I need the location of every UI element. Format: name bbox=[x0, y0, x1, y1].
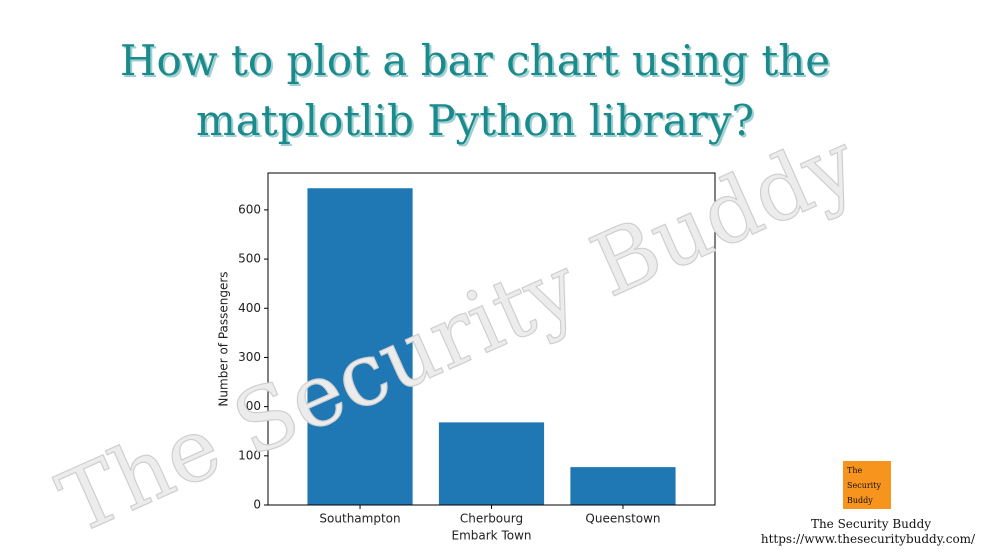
footer-name: The Security Buddy bbox=[811, 517, 931, 531]
title-shadow: How to plot a bar chart using the bbox=[122, 38, 832, 87]
chart-title: How to plot a bar chart using the bbox=[120, 36, 830, 85]
x-tick-label: Southampton bbox=[319, 512, 400, 526]
y-tick-label: 300 bbox=[238, 350, 261, 364]
y-tick-label: 600 bbox=[238, 202, 261, 216]
y-axis-label: Number of Passengers bbox=[217, 271, 231, 406]
x-axis-label: Embark Town bbox=[452, 529, 532, 543]
x-tick-label: Cherbourg bbox=[460, 512, 523, 526]
bar bbox=[307, 188, 413, 505]
logo-text: The bbox=[847, 466, 862, 475]
axes-frame bbox=[267, 172, 716, 506]
x-tick-label: Queenstown bbox=[585, 512, 660, 526]
y-tick-label: 400 bbox=[238, 301, 261, 315]
y-tick-label: 100 bbox=[238, 448, 261, 462]
y-tick-label: 0 bbox=[253, 498, 261, 512]
logo-text: Buddy bbox=[847, 496, 873, 505]
y-tick-label: 500 bbox=[238, 252, 261, 266]
bar bbox=[438, 422, 545, 505]
y-tick-label: 200 bbox=[238, 399, 261, 413]
plot: 0 100 200 300 400 500 600 Southampton Cherbourg Q… bbox=[217, 172, 716, 543]
footer-url: https://www.thesecuritybuddy.com/ bbox=[761, 532, 976, 546]
chart-title: matplotlib Python library? bbox=[196, 96, 754, 145]
logo-box bbox=[843, 461, 891, 509]
logo-text: Security bbox=[847, 481, 881, 490]
title-shadow: matplotlib Python library? bbox=[198, 98, 756, 147]
bar bbox=[570, 467, 676, 505]
